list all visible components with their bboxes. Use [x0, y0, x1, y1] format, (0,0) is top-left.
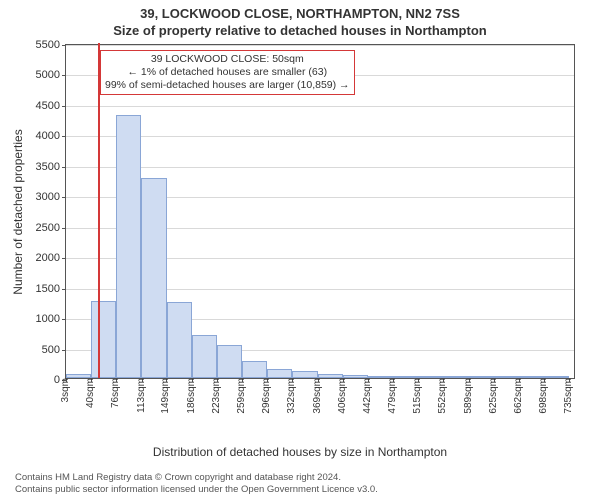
xtick-label: 406sqm	[337, 378, 348, 414]
histogram-bar	[217, 345, 242, 378]
chart-container: 39, LOCKWOOD CLOSE, NORTHAMPTON, NN2 7SS…	[0, 0, 600, 500]
gridline-y	[66, 45, 574, 46]
ytick-label: 3000	[36, 191, 66, 203]
histogram-bar	[91, 301, 116, 378]
xtick-label: 442sqm	[362, 378, 373, 414]
histogram-bar	[242, 361, 267, 378]
attribution-line-2: Contains public sector information licen…	[15, 484, 378, 496]
xtick-label: 40sqm	[85, 378, 96, 408]
callout-line-2: ← 1% of detached houses are smaller (63)	[105, 66, 350, 79]
xtick-label: 223sqm	[211, 378, 222, 414]
xtick-label: 3sqm	[60, 378, 71, 402]
callout-box: 39 LOCKWOOD CLOSE: 50sqm ← 1% of detache…	[100, 50, 355, 95]
xtick-label: 113sqm	[136, 378, 147, 413]
subtitle: Size of property relative to detached ho…	[0, 21, 600, 38]
ytick-label: 1500	[36, 283, 66, 295]
xtick-label: 662sqm	[513, 378, 524, 414]
ytick-label: 4000	[36, 130, 66, 142]
address-title: 39, LOCKWOOD CLOSE, NORTHAMPTON, NN2 7SS	[0, 0, 600, 21]
ytick-label: 1000	[36, 313, 66, 325]
attribution-text: Contains HM Land Registry data © Crown c…	[15, 472, 378, 496]
xtick-label: 332sqm	[286, 378, 297, 414]
xtick-label: 479sqm	[387, 378, 398, 414]
histogram-bar	[292, 371, 317, 378]
ytick-label: 2000	[36, 252, 66, 264]
gridline-y	[66, 167, 574, 168]
histogram-bar	[141, 178, 166, 378]
callout-line-3: 99% of semi-detached houses are larger (…	[105, 79, 350, 92]
xtick-label: 76sqm	[110, 378, 121, 408]
xtick-label: 589sqm	[463, 378, 474, 414]
ytick-label: 5500	[36, 39, 66, 51]
xtick-label: 515sqm	[412, 378, 423, 414]
ytick-label: 3500	[36, 161, 66, 173]
ytick-label: 500	[42, 344, 66, 356]
histogram-bar	[192, 335, 217, 378]
xtick-label: 369sqm	[312, 378, 323, 414]
x-axis-title: Distribution of detached houses by size …	[0, 445, 600, 459]
gridline-y	[66, 136, 574, 137]
gridline-y	[66, 106, 574, 107]
ytick-label: 5000	[36, 69, 66, 81]
histogram-bar	[267, 369, 292, 378]
ytick-label: 4500	[36, 100, 66, 112]
xtick-label: 259sqm	[236, 378, 247, 414]
callout-line-1: 39 LOCKWOOD CLOSE: 50sqm	[105, 53, 350, 66]
ytick-label: 2500	[36, 222, 66, 234]
histogram-bar	[116, 115, 141, 378]
attribution-line-1: Contains HM Land Registry data © Crown c…	[15, 472, 378, 484]
xtick-label: 296sqm	[261, 378, 272, 414]
xtick-label: 698sqm	[538, 378, 549, 414]
xtick-label: 552sqm	[437, 378, 448, 414]
xtick-label: 735sqm	[563, 378, 574, 414]
y-axis-title: Number of detached properties	[11, 129, 25, 294]
xtick-label: 149sqm	[160, 378, 171, 414]
histogram-bar	[167, 302, 192, 378]
xtick-label: 625sqm	[488, 378, 499, 414]
xtick-label: 186sqm	[186, 378, 197, 414]
